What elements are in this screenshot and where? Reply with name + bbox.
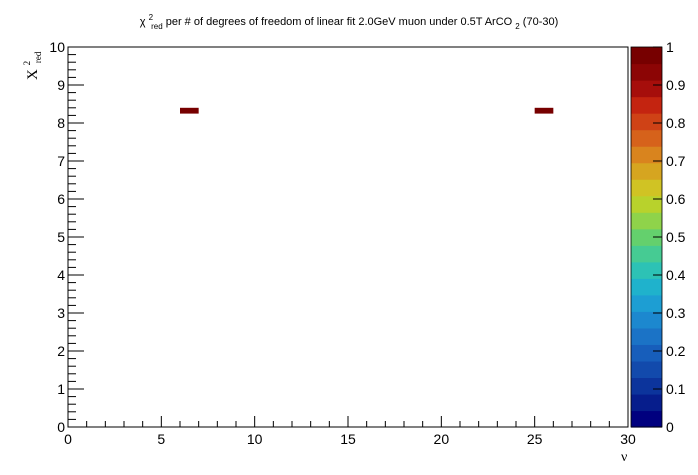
colorbar-segment — [631, 146, 662, 164]
colorbar-segment — [631, 80, 662, 98]
title-symbol: χ — [140, 16, 146, 28]
colorbar-segment — [631, 228, 662, 246]
colorbar-segment — [631, 261, 662, 279]
colorbar-segment — [631, 96, 662, 114]
colorbar-tick-label: 0.5 — [666, 229, 686, 245]
x-axis: 0 5 10 15 20 25 30 — [64, 416, 636, 447]
heatmap-bins — [180, 107, 554, 114]
colorbar-segment — [631, 327, 662, 345]
y-axis-title: X 2 red — [18, 51, 43, 80]
y-axis: 0 1 2 3 4 5 6 7 8 9 10 — [49, 39, 84, 435]
colorbar-tick-label: 0.2 — [666, 343, 686, 359]
colorbar-segment — [631, 245, 662, 263]
y-title-sup: 2 — [22, 61, 32, 66]
colorbar-tick-label: 0.1 — [666, 381, 686, 397]
colorbar-segment — [631, 179, 662, 197]
title-co-sub: 2 — [515, 22, 520, 31]
x-tick-label: 20 — [434, 431, 450, 447]
colorbar-segment — [631, 360, 662, 379]
colorbar-segment — [631, 129, 662, 147]
colorbar-tick-label: 1 — [666, 39, 674, 55]
x-axis-title: ν — [621, 450, 627, 465]
colorbar-segment — [631, 344, 662, 362]
y-tick-label: 4 — [57, 267, 65, 283]
colorbar-tick-label: 0.9 — [666, 77, 686, 93]
colorbar-segment — [631, 63, 662, 81]
heatmap-bin-1 — [180, 107, 199, 114]
colorbar-tick-label: 0.7 — [666, 153, 686, 169]
y-tick-label: 7 — [57, 153, 65, 169]
title-sub: red — [151, 22, 163, 31]
chart-title: χ 2 red per # of degrees of freedom of l… — [140, 11, 559, 32]
y-tick-label: 3 — [57, 305, 65, 321]
colorbar-segment — [631, 311, 662, 329]
colorbar-tick-label: 0.4 — [666, 267, 686, 283]
title-text: per # of degrees of freedom of linear fi… — [166, 16, 513, 28]
y-tick-label: 9 — [57, 77, 65, 93]
colorbar-segment — [631, 377, 662, 395]
colorbar-segment — [631, 162, 662, 180]
colorbar-segment — [631, 410, 662, 428]
colorbar-segment — [631, 113, 662, 131]
y-tick-label: 5 — [57, 229, 65, 245]
colorbar-segment — [631, 278, 662, 296]
y-tick-label: 10 — [49, 39, 65, 55]
colorbar-segment — [631, 47, 662, 65]
title-sup: 2 — [149, 13, 154, 22]
x-tick-label: 10 — [247, 431, 263, 447]
y-title-symbol: X — [25, 69, 41, 80]
colorbar-tick-label: 0.8 — [666, 115, 686, 131]
y-tick-label: 1 — [57, 381, 65, 397]
colorbar-segment — [631, 195, 662, 213]
colorbar-segment — [631, 393, 662, 412]
colorbar-tick-label: 0.6 — [666, 191, 686, 207]
y-title-sub: red — [33, 51, 43, 63]
y-tick-label: 6 — [57, 191, 65, 207]
x-tick-label: 25 — [527, 431, 543, 447]
colorbar-tick-label: 0 — [666, 419, 674, 435]
title-suffix: (70-30) — [523, 16, 558, 28]
y-tick-label: 2 — [57, 343, 65, 359]
x-tick-label: 0 — [64, 431, 72, 447]
plot-frame — [67, 46, 629, 428]
x-tick-label: 5 — [157, 431, 165, 447]
y-tick-label: 8 — [57, 115, 65, 131]
x-tick-label: 30 — [620, 431, 636, 447]
x-tick-label: 15 — [340, 431, 356, 447]
colorbar: 0 0.1 0.2 0.3 0.4 0.5 0.6 0.7 0.8 0.9 1 — [630, 39, 686, 435]
colorbar-segment — [631, 294, 662, 312]
colorbar-segment — [631, 212, 662, 230]
heatmap-bin-2 — [534, 107, 554, 114]
colorbar-tick-label: 0.3 — [666, 305, 686, 321]
y-tick-label: 0 — [57, 419, 65, 435]
